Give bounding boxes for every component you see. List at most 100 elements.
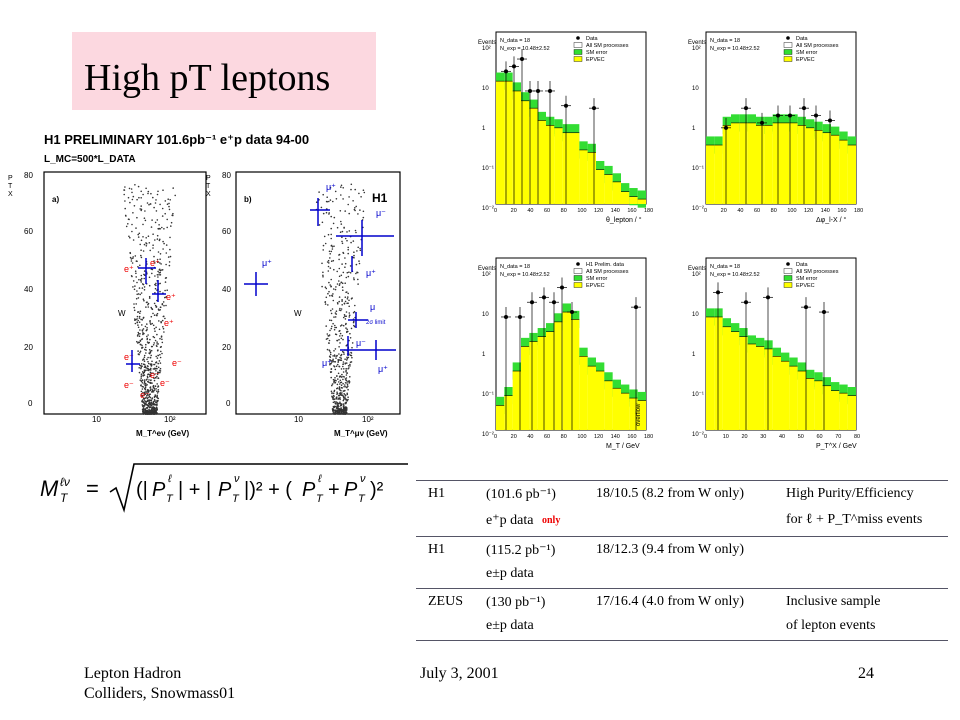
scatter-dot bbox=[140, 292, 143, 294]
legend-label: All SM processes bbox=[586, 269, 629, 275]
scatter-dot bbox=[322, 274, 324, 277]
scatter-dot bbox=[346, 330, 348, 333]
scatter-dot bbox=[335, 326, 338, 329]
scatter-dot bbox=[140, 393, 143, 395]
scatter-dot bbox=[129, 236, 131, 239]
legend-swatch bbox=[783, 56, 793, 62]
scatter-dot bbox=[133, 303, 135, 305]
scatter-dot bbox=[337, 372, 340, 375]
scatter-dot bbox=[322, 193, 325, 196]
sm-bar bbox=[579, 356, 588, 430]
scatter-dot bbox=[147, 391, 149, 393]
scatter-dot bbox=[154, 385, 157, 388]
scatter-dot bbox=[357, 278, 359, 281]
scatter-dot bbox=[348, 316, 351, 318]
hist-xtick: 120 bbox=[594, 434, 603, 440]
scatter-dot bbox=[156, 375, 158, 378]
scatter-dot bbox=[166, 218, 168, 221]
scatter-dot bbox=[332, 222, 335, 225]
scatter-dot bbox=[331, 392, 333, 395]
scatter-dot bbox=[127, 218, 130, 220]
hist-ytick: 10⁻¹ bbox=[692, 166, 704, 172]
svg-text:μ⁻: μ⁻ bbox=[356, 338, 366, 348]
scatter-dot bbox=[161, 352, 163, 355]
scatter-dot bbox=[334, 288, 337, 291]
scatter-dot bbox=[154, 400, 156, 402]
scatter-dot bbox=[149, 396, 152, 399]
scatter-dot bbox=[339, 329, 341, 332]
scatter-dot bbox=[328, 262, 330, 264]
legend-swatch bbox=[786, 36, 790, 40]
scatter-dot bbox=[158, 320, 160, 322]
scatter-dot bbox=[156, 341, 158, 343]
scatter-dot bbox=[149, 322, 151, 324]
sm-bar bbox=[764, 125, 773, 204]
scatter-dot bbox=[130, 258, 133, 260]
scatter-dot bbox=[342, 351, 345, 354]
scatter-dot bbox=[169, 236, 171, 239]
scatter-dot bbox=[157, 389, 160, 391]
scatter-dot bbox=[332, 394, 335, 397]
svg-text:e⁺: e⁺ bbox=[164, 318, 174, 328]
scatter-dot bbox=[148, 297, 151, 299]
scatter-dot bbox=[344, 257, 346, 259]
legend-label: SM error bbox=[586, 276, 608, 282]
scatter-dot bbox=[140, 209, 142, 212]
hist-xtick: 140 bbox=[611, 434, 620, 440]
legend-nexp: N_exp = 10.48±2.52 bbox=[500, 272, 550, 278]
scatter-dot bbox=[328, 200, 330, 203]
scatter-dot bbox=[329, 199, 332, 201]
svg-text:=: = bbox=[86, 476, 99, 501]
scatter-dot bbox=[154, 239, 156, 241]
scatter-dot bbox=[131, 223, 133, 226]
scatter-dot bbox=[156, 238, 159, 240]
scatter-dot bbox=[344, 315, 346, 317]
scatter-dot bbox=[335, 310, 338, 312]
scatter-dot bbox=[355, 263, 358, 266]
scatter-dot bbox=[342, 251, 344, 254]
svg-text:80: 80 bbox=[222, 171, 231, 180]
scatter-dot bbox=[342, 198, 344, 200]
scatter-dot bbox=[344, 318, 347, 320]
scatter-dot bbox=[326, 196, 329, 198]
scatter-dot bbox=[333, 389, 336, 392]
scatter-dot bbox=[136, 340, 138, 343]
scatter-dot bbox=[152, 368, 155, 370]
legend-nexp: N_exp = 10.48±2.52 bbox=[500, 46, 550, 52]
hist-xlabel: Δφ_l-X / ° bbox=[816, 216, 846, 224]
scatter-dot bbox=[357, 283, 359, 285]
scatter-dot bbox=[342, 289, 344, 291]
scatter-dot bbox=[330, 215, 333, 218]
svg-text:+: + bbox=[328, 479, 340, 501]
sm-bar bbox=[596, 371, 605, 430]
scatter-dot bbox=[346, 231, 348, 233]
slide-title: High pT leptons bbox=[84, 57, 331, 99]
scatter-dot bbox=[156, 314, 158, 317]
sm-bar bbox=[722, 125, 731, 204]
scatter-dot bbox=[134, 255, 137, 257]
scatter-dot bbox=[149, 203, 152, 205]
scatter-dot bbox=[332, 293, 334, 295]
scatter-dot bbox=[144, 409, 146, 411]
scatter-dot bbox=[339, 342, 341, 344]
scatter-dot bbox=[324, 301, 327, 303]
scatter-dot bbox=[336, 396, 338, 398]
scatter-dot bbox=[156, 312, 159, 315]
scatter-dot bbox=[335, 405, 337, 408]
scatter-dot bbox=[327, 233, 330, 236]
scatter-dot bbox=[352, 321, 355, 324]
scatter-dot bbox=[158, 272, 160, 274]
scatter-dot bbox=[155, 284, 157, 287]
scatter-dot bbox=[159, 274, 162, 276]
scatter-dot bbox=[351, 297, 353, 299]
sm-bar bbox=[496, 405, 505, 430]
scatter-dot bbox=[331, 325, 333, 328]
scatter-dot bbox=[124, 186, 126, 188]
scatter-dot bbox=[338, 394, 341, 397]
scatter-dot bbox=[135, 276, 137, 278]
scatter-dot bbox=[136, 281, 138, 284]
sm-bar bbox=[739, 336, 748, 430]
scatter-dot bbox=[139, 351, 141, 354]
scatter-dot bbox=[353, 278, 355, 281]
